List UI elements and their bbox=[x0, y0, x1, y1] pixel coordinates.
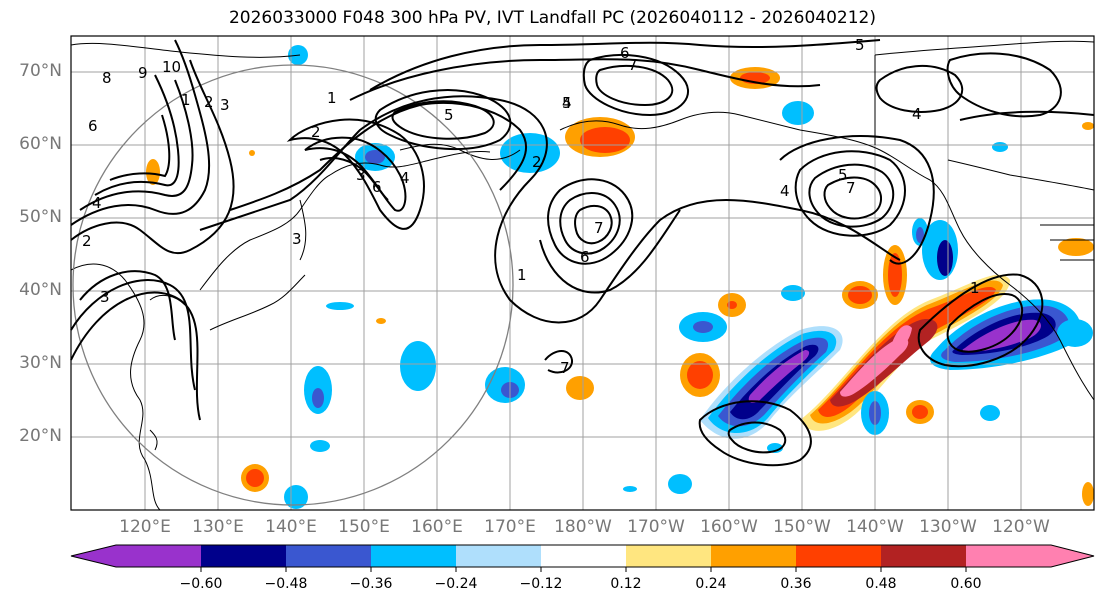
contour-label: 8 bbox=[102, 69, 112, 87]
contour-label: 3 bbox=[292, 230, 302, 248]
lon-label: 170°W bbox=[627, 517, 685, 537]
colorbar-bin bbox=[371, 545, 456, 567]
contour-label: 7 bbox=[628, 56, 638, 74]
lat-label: 20°N bbox=[19, 426, 62, 446]
contour-label: 5 bbox=[444, 106, 454, 124]
contour-label: 6 bbox=[372, 178, 382, 196]
lon-label: 120°E bbox=[119, 517, 171, 537]
contour-label: 6 bbox=[88, 117, 98, 135]
colorbar-bin bbox=[456, 545, 541, 567]
contour-label: 6 bbox=[580, 248, 590, 266]
colorbar-bin bbox=[796, 545, 881, 567]
contour-label: 2 bbox=[204, 93, 214, 111]
colorbar-tick-label: 0.48 bbox=[865, 576, 897, 592]
contour-label: 5 bbox=[855, 36, 865, 54]
lat-label: 50°N bbox=[19, 207, 62, 227]
colorbar-tick-label: −0.48 bbox=[264, 576, 308, 592]
lat-label: 70°N bbox=[19, 61, 62, 81]
contour-label: 4 bbox=[400, 169, 410, 187]
plot-title: 2026033000 F048 300 hPa PV, IVT Landfall… bbox=[228, 8, 876, 28]
colorbar-bin bbox=[626, 545, 711, 567]
colorbar-tick-label: 0.36 bbox=[780, 576, 812, 592]
lon-label: 140°E bbox=[265, 517, 317, 537]
pv-contours bbox=[70, 39, 1095, 467]
lon-label: 130°E bbox=[192, 517, 244, 537]
lon-label: 150°W bbox=[773, 517, 831, 537]
contour-label: 1 bbox=[181, 91, 191, 109]
map-frame bbox=[70, 35, 1095, 511]
lon-label: 150°E bbox=[338, 517, 390, 537]
contour-label: 3 bbox=[100, 288, 110, 306]
colorbar-bin bbox=[541, 545, 626, 567]
colorbar-bin bbox=[201, 545, 286, 567]
colorbar-tick-label: −0.12 bbox=[519, 576, 563, 592]
contour-label: 7 bbox=[846, 179, 856, 197]
colorbar-tick-label: 0.12 bbox=[610, 576, 642, 592]
colorbar-tick-label: −0.24 bbox=[434, 576, 478, 592]
contour-label: 6 bbox=[620, 44, 630, 62]
contour-label: 2 bbox=[311, 123, 321, 141]
contour-label: 4 bbox=[92, 194, 102, 212]
lat-label: 60°N bbox=[19, 134, 62, 154]
colorbar-bin bbox=[286, 545, 371, 567]
contour-label: 3 bbox=[356, 166, 366, 184]
colorbar-bin bbox=[881, 545, 966, 567]
lat-label: 40°N bbox=[19, 280, 62, 300]
contour-label: 9 bbox=[138, 64, 148, 82]
lon-label: 130°W bbox=[919, 517, 977, 537]
lon-label: 120°W bbox=[992, 517, 1050, 537]
contour-label: 7 bbox=[594, 219, 604, 237]
contour-label: 2 bbox=[532, 153, 542, 171]
contour-label: 7 bbox=[560, 359, 570, 377]
lon-label: 160°E bbox=[411, 517, 463, 537]
contour-label: 1 bbox=[517, 266, 527, 284]
lat-label: 30°N bbox=[19, 353, 62, 373]
contour-label: 3 bbox=[220, 96, 230, 114]
contour-label: 4 bbox=[562, 94, 572, 112]
ivt-shading bbox=[146, 45, 1094, 509]
contour-label: 5 bbox=[562, 94, 572, 112]
colorbar-tick-label: −0.36 bbox=[349, 576, 393, 592]
target-radius-circle bbox=[72, 64, 514, 506]
colorbar-bin bbox=[711, 545, 796, 567]
contour-label: 5 bbox=[838, 166, 848, 184]
contour-label: 2 bbox=[82, 232, 92, 250]
colorbar-tick-label: −0.60 bbox=[179, 576, 223, 592]
lon-label: 140°W bbox=[846, 517, 904, 537]
pv-contour-labels: 8 9 10 6 1 2 3 4 5 6 7 1 2 3 4 5 6 5 4 2… bbox=[82, 36, 980, 377]
lon-label: 180°W bbox=[554, 517, 612, 537]
contour-label: 10 bbox=[162, 58, 181, 76]
contour-label: 1 bbox=[327, 89, 337, 107]
colorbar-tick-label: 0.60 bbox=[950, 576, 982, 592]
contour-label: 4 bbox=[912, 105, 922, 123]
contour-label: 4 bbox=[780, 182, 790, 200]
colorbar-extend-high bbox=[966, 545, 1094, 567]
colorbar-bin bbox=[116, 545, 201, 567]
colorbar-tick-label: 0.24 bbox=[695, 576, 727, 592]
contour-label: 1 bbox=[970, 279, 980, 297]
lon-label: 170°E bbox=[484, 517, 536, 537]
lon-label: 160°W bbox=[700, 517, 758, 537]
colorbar-extend-low bbox=[71, 545, 116, 567]
colorbar bbox=[70, 544, 1095, 572]
